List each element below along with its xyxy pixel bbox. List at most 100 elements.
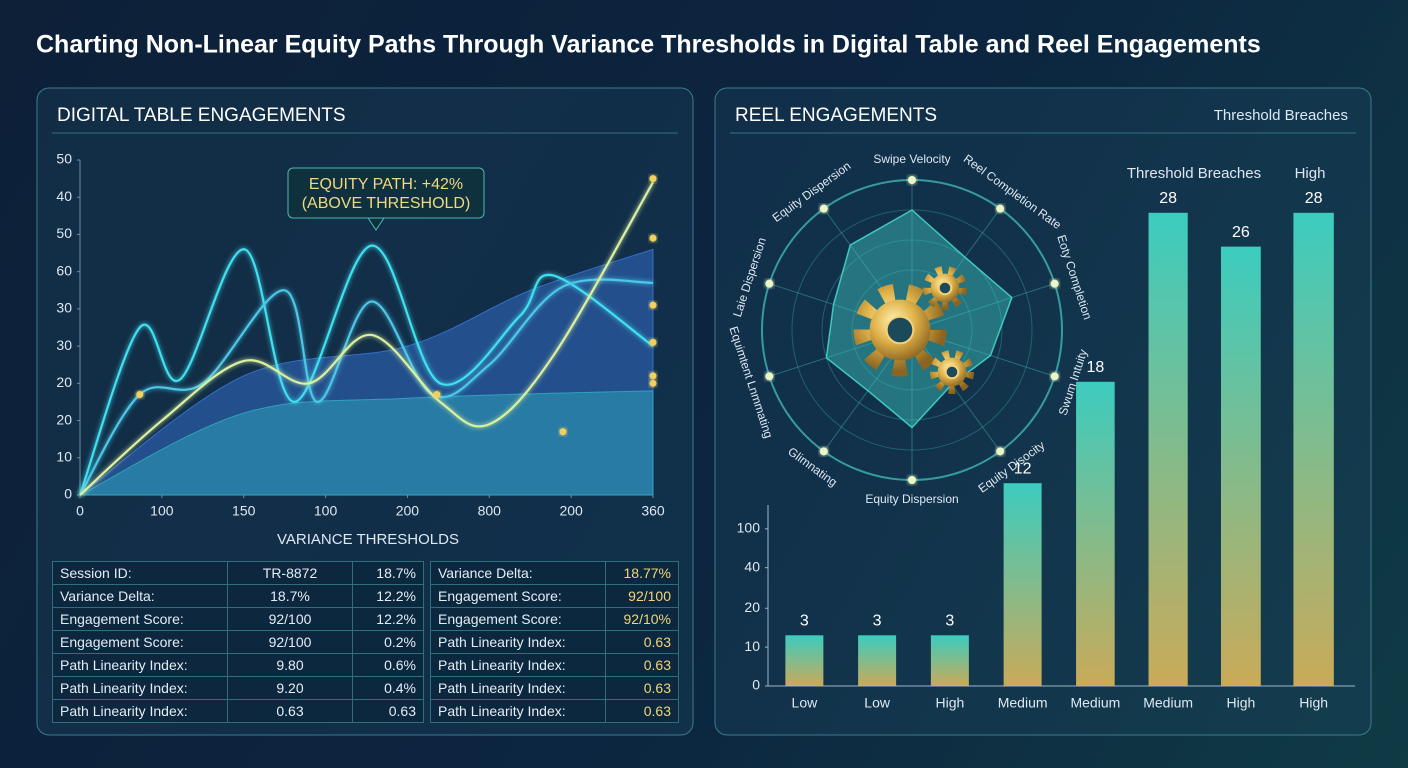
x-tick-label: 360: [641, 503, 665, 519]
x-tick-label: Medium: [1070, 695, 1120, 711]
table-row: Path Linearity Index: 9.80 0.6%: [52, 653, 424, 677]
annotation: (ABOVE THRESHOLD): [302, 195, 471, 212]
x-tick-label: High: [935, 695, 964, 711]
bar: [785, 635, 824, 686]
bar-value-label: 3: [873, 613, 882, 630]
x-tick-label: 100: [314, 503, 338, 519]
x-tick-label: 150: [232, 503, 256, 519]
radar-spoke: [911, 329, 1001, 452]
bar-value-label: 28: [1305, 190, 1323, 207]
radar-node: [765, 279, 774, 288]
bar-value-label: 3: [945, 613, 954, 630]
line: [79, 181, 654, 496]
radar-node: [908, 176, 916, 184]
table-row: Path Linearity Index: 0.63: [430, 676, 679, 700]
point: [649, 379, 657, 387]
x-tick-label: High: [1226, 695, 1255, 711]
bar-value-label: 18: [1086, 359, 1104, 376]
table-cell: Path Linearity Index:: [430, 699, 606, 723]
point: [649, 372, 657, 380]
x-tick-label: 200: [559, 503, 583, 519]
x-axis-label: VARIANCE THRESHOLDS: [277, 531, 459, 548]
y-tick-label: 30: [56, 337, 72, 353]
table-cell: Engagement Score:: [430, 584, 606, 608]
y-tick-label: 20: [56, 411, 72, 427]
bar: [1293, 212, 1334, 687]
table-row: Engagement Score: 92/100 0.2%: [52, 630, 424, 654]
table-row: Engagement Score: 92/10%: [430, 607, 679, 631]
gear-teeth: [922, 265, 968, 311]
panel-title: REEL ENGAGEMENTS: [735, 105, 937, 126]
x-tick-label: High: [1299, 695, 1328, 711]
y-tick-label: 10: [56, 448, 72, 464]
table-cell: Path Linearity Index:: [52, 676, 228, 700]
table-cell: 92/100: [227, 630, 353, 654]
table-cell: Engagement Score:: [52, 630, 228, 654]
x-tick-label: 100: [150, 503, 174, 519]
bar-value-label: 3: [800, 613, 809, 630]
gear-teeth: [853, 283, 947, 377]
y-tick-label: 60: [56, 262, 72, 278]
table-cell: 18.77%: [605, 561, 679, 585]
table-cell: Engagement Score:: [430, 607, 606, 631]
table-cell: 92/10%: [605, 607, 679, 631]
annotation-box: [287, 167, 485, 219]
x-tick-label: Low: [792, 695, 819, 711]
table-row: Variance Delta: 18.7% 12.2%: [52, 584, 424, 608]
panel-subtitle: Threshold Breaches: [1214, 107, 1348, 124]
panel-title: DIGITAL TABLE ENGAGEMENTS: [57, 105, 346, 126]
line: [78, 244, 654, 496]
y-tick-label: 0: [752, 677, 760, 693]
table-cell: 0.63: [352, 699, 424, 723]
y-tick-label: 40: [744, 558, 760, 574]
right-panel: [714, 87, 1372, 736]
line: [79, 278, 654, 496]
radar-axis-label: Equity Dispersion: [865, 492, 958, 506]
radar-node: [819, 447, 828, 456]
point: [433, 391, 441, 398]
x-tick-label: 200: [396, 503, 420, 519]
point: [136, 391, 144, 398]
table-row: Engagement Score: 92/100: [430, 584, 679, 608]
table-cell: TR-8872: [227, 561, 353, 585]
table-cell: 0.63: [227, 699, 353, 723]
table-cell: Path Linearity Index:: [430, 676, 606, 700]
gear-hole: [937, 280, 953, 296]
annotation: EQUITY PATH: +42%: [309, 176, 463, 193]
bar-title: Threshold Breaches: [1127, 165, 1261, 182]
y-tick-label: 10: [744, 638, 760, 654]
bar-value-label: 12: [1014, 460, 1032, 477]
bar: [858, 635, 897, 686]
table-cell: Path Linearity Index:: [52, 699, 228, 723]
x-tick-label: 800: [478, 503, 502, 519]
point: [649, 175, 657, 183]
table-cell: 0.63: [605, 699, 679, 723]
radar-node: [996, 447, 1005, 456]
radar-node: [819, 204, 828, 213]
data-table: Variance Delta: 18.77% Engagement Score: 92…: [430, 561, 679, 723]
table-row: Path Linearity Index: 0.63 0.63: [52, 699, 424, 723]
table-cell: Path Linearity Index:: [430, 630, 606, 654]
y-tick-label: 50: [56, 225, 72, 241]
point: [649, 234, 657, 242]
table-cell: 18.7%: [227, 584, 353, 608]
table-cell: 0.63: [605, 653, 679, 677]
table-row: Session ID: TR-8872 18.7%: [52, 561, 424, 585]
table-row: Path Linearity Index: 9.20 0.4%: [52, 676, 424, 700]
x-tick-label: Medium: [998, 695, 1048, 711]
bar-annotation: High: [1295, 165, 1326, 182]
table-row: Path Linearity Index: 0.63: [430, 630, 679, 654]
radar-node: [765, 372, 774, 381]
bar-value-label: 28: [1159, 190, 1177, 207]
gear-teeth: [929, 349, 975, 395]
radar-node: [908, 476, 916, 484]
table-cell: Path Linearity Index:: [52, 653, 228, 677]
radar-node: [1050, 372, 1059, 381]
table-cell: 92/100: [605, 584, 679, 608]
y-tick-label: 50: [56, 151, 72, 167]
annotation-pointer: [367, 217, 385, 231]
table-cell: 9.20: [227, 676, 353, 700]
table-cell: 12.2%: [352, 584, 424, 608]
bar-value-label: 26: [1232, 224, 1250, 241]
